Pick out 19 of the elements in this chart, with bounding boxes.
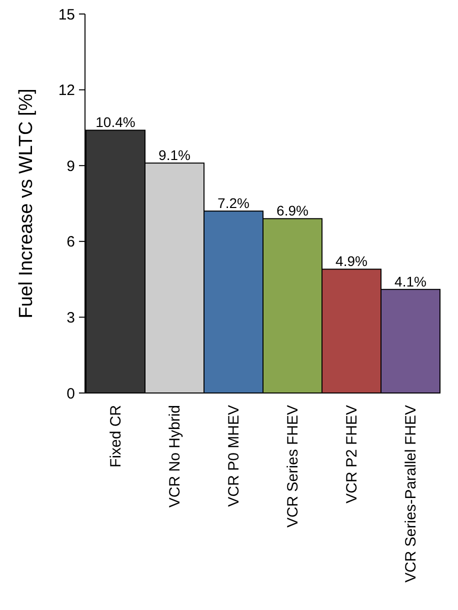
x-tick-label: VCR P0 MHEV	[226, 405, 242, 507]
y-tick-label: 15	[58, 6, 75, 24]
data-label: 10.4%	[96, 114, 136, 130]
x-tick-label: VCR No Hybrid	[166, 405, 184, 508]
y-tick-label: 3	[66, 309, 75, 326]
data-label: 7.2%	[218, 195, 250, 212]
x-tick-label: VCR P2 FHEV	[344, 405, 360, 504]
data-label: 6.9%	[276, 202, 308, 219]
y-tick-label: 6	[66, 234, 75, 251]
y-tick-label: 9	[66, 158, 75, 175]
x-tick-label: VCR Series-Parallel FHEV	[402, 405, 420, 583]
y-tick-label: 12	[58, 82, 75, 100]
data-label: 4.1%	[394, 273, 426, 290]
y-axis-title: Fuel Increase vs WLTC [%]	[16, 88, 37, 318]
x-tick-label: VCR Series FHEV	[284, 405, 302, 528]
x-tick-label: Fixed CR	[108, 404, 124, 468]
data-label: 9.1%	[158, 147, 190, 164]
y-tick-label: 0	[66, 385, 75, 402]
data-label: 4.9%	[336, 253, 368, 270]
